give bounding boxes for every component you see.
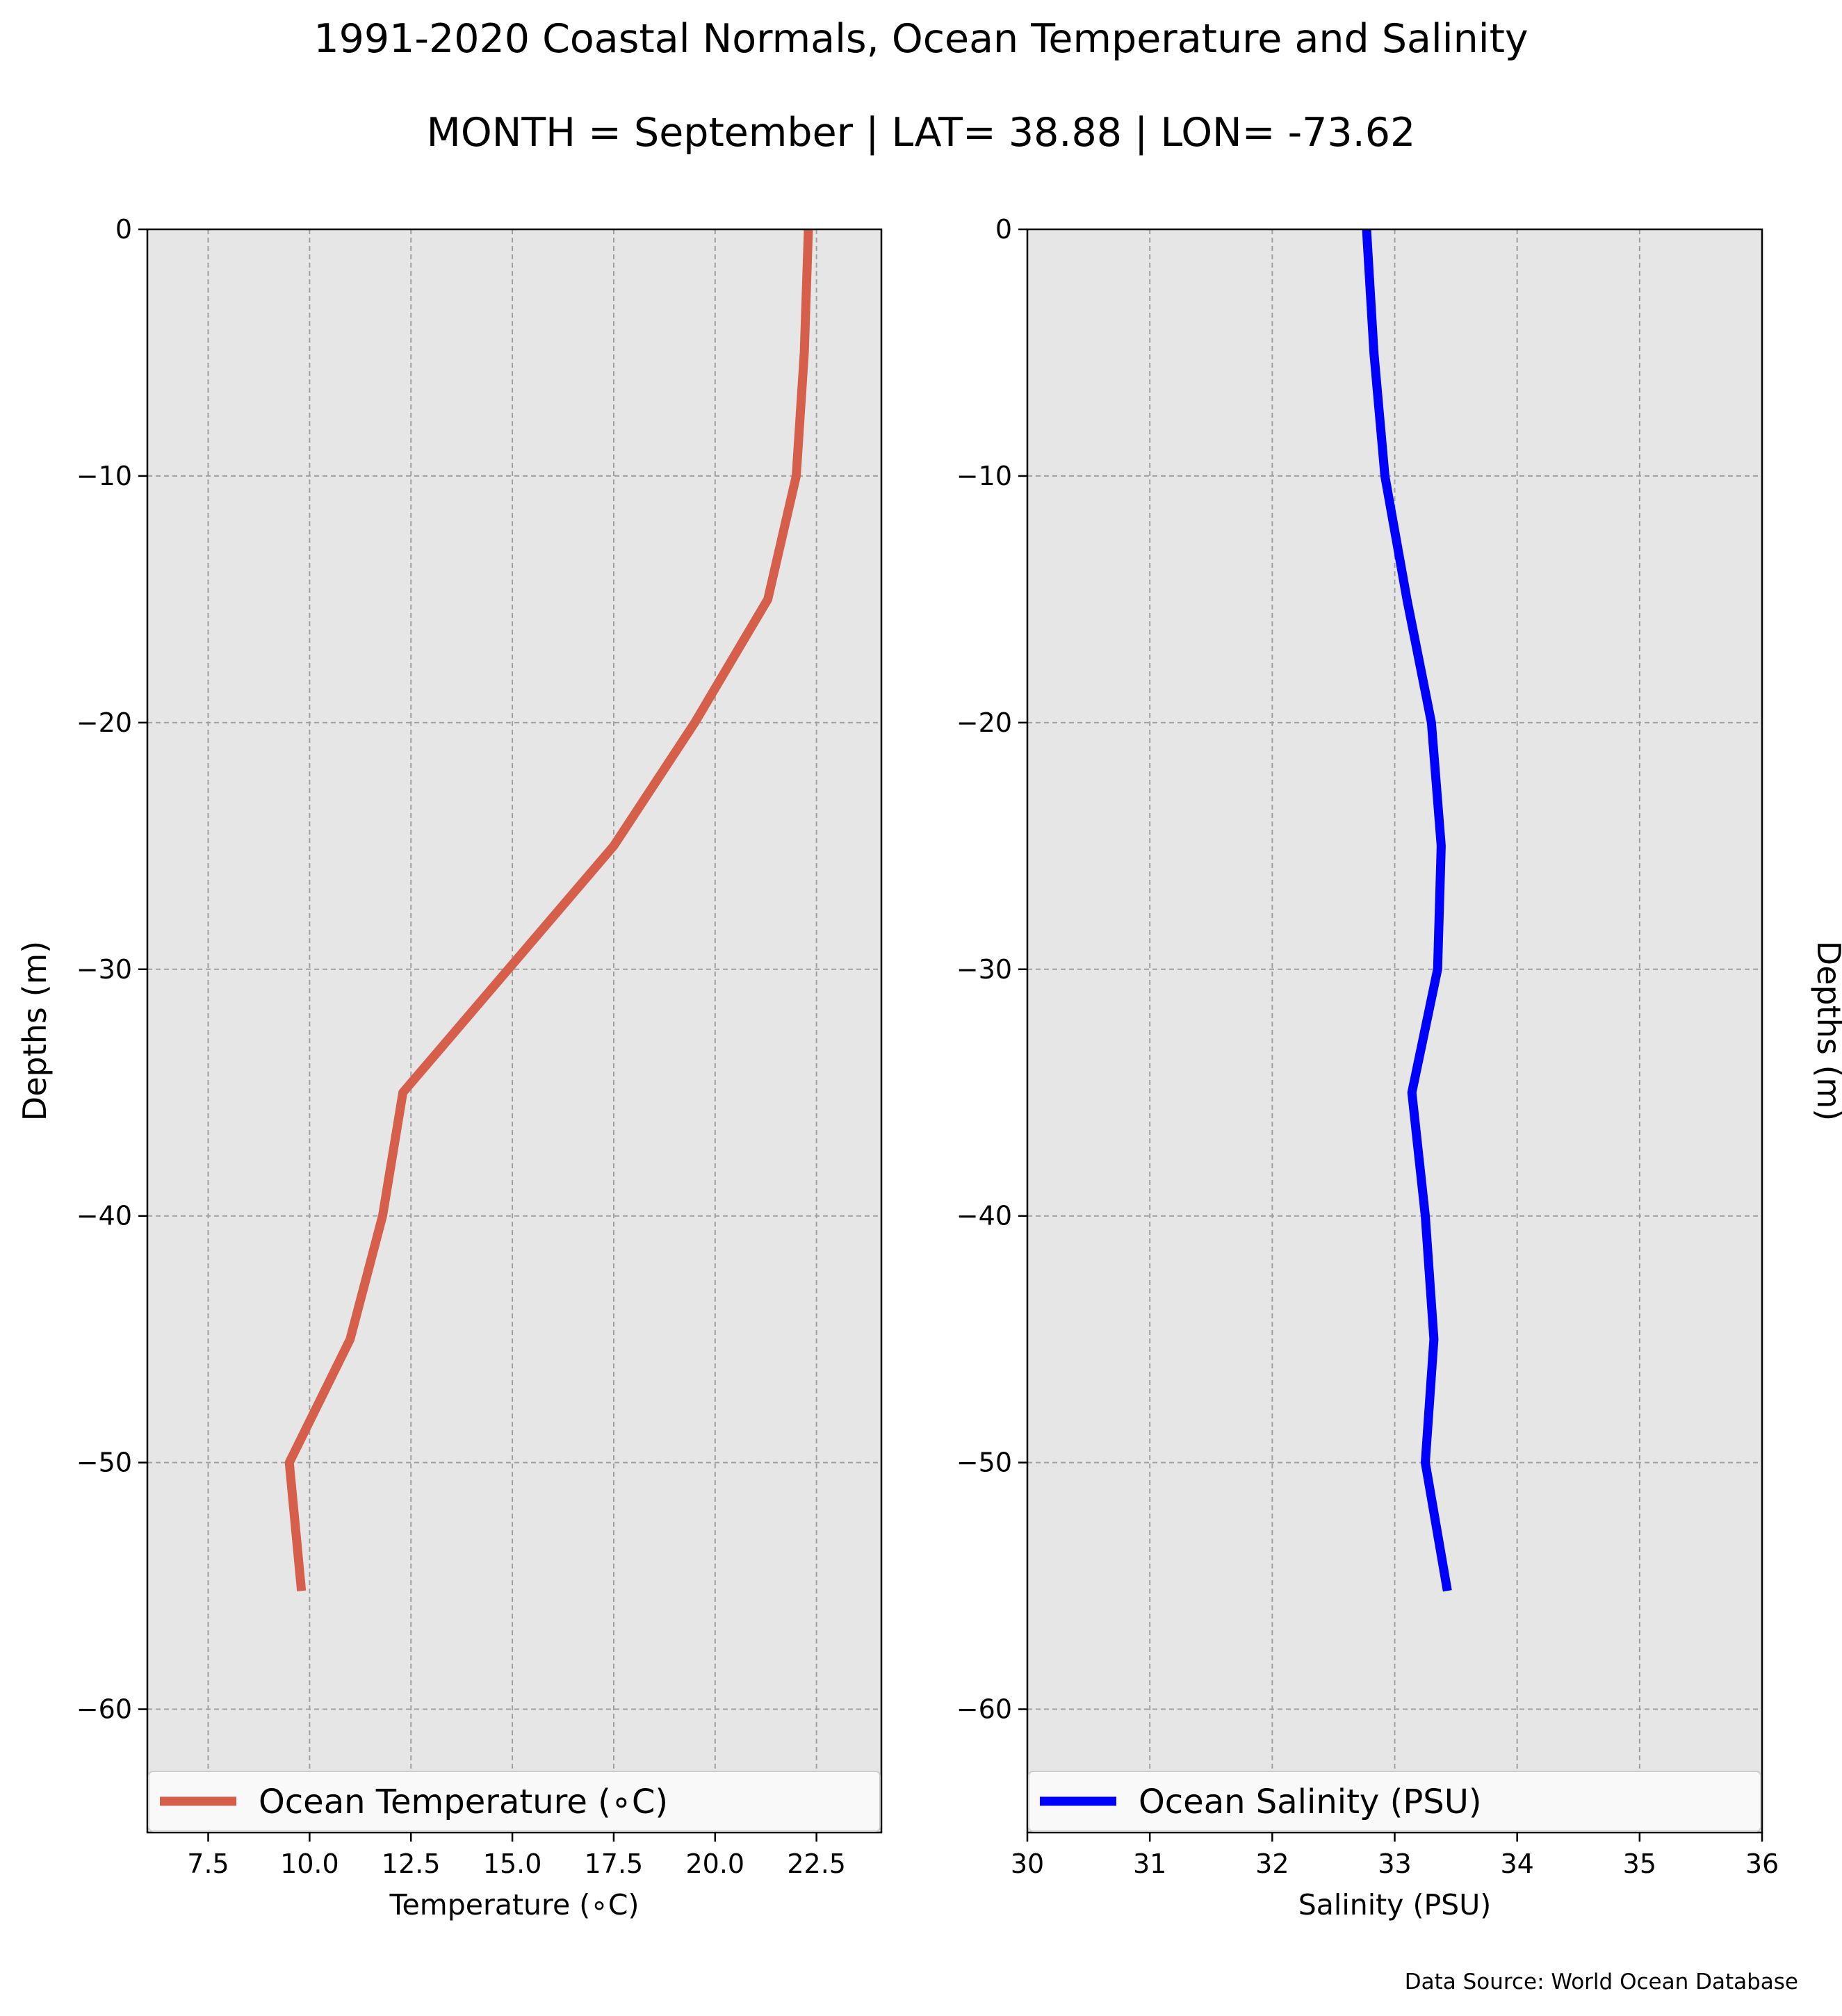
salinity-y-axis-label: Depths (m)	[1810, 941, 1842, 1121]
temperature-x-axis-label: Temperature (∘C)	[389, 1888, 639, 1921]
salinity-legend-box	[1028, 1771, 1761, 1832]
temperature-ytick-label: −60	[76, 1694, 132, 1725]
salinity-ytick-label: 0	[995, 214, 1012, 245]
salinity-panel: 0 −10 −20 −30 −40 −50 −60 30 31 32 33 34 35 36 Salinit…	[956, 214, 1842, 1921]
salinity-xtick-label: 33	[1378, 1849, 1411, 1879]
salinity-xtick-label: 36	[1745, 1849, 1779, 1879]
salinity-legend: Ocean Salinity (PSU)	[1028, 1771, 1761, 1832]
salinity-legend-label: Ocean Salinity (PSU)	[1139, 1783, 1482, 1821]
salinity-xtick-label: 32	[1255, 1849, 1289, 1879]
temperature-xtick-label: 17.5	[585, 1849, 644, 1879]
temperature-axes-frame	[146, 228, 883, 1834]
temperature-ytick-label: −40	[76, 1201, 132, 1231]
salinity-ytick-label: −20	[956, 707, 1012, 738]
salinity-ytick-label: −50	[956, 1448, 1012, 1478]
salinity-ytick-label: −10	[956, 461, 1012, 491]
salinity-series-line	[1362, 229, 1452, 1592]
temperature-xtick-label: 22.5	[787, 1849, 846, 1879]
temperature-plot-area	[147, 229, 881, 1833]
temperature-legend-box	[148, 1771, 881, 1832]
temperature-xtick-label: 15.0	[483, 1849, 542, 1879]
temperature-xtick-label: 20.0	[685, 1849, 744, 1879]
figure-subtitle: MONTH = September | LAT= 38.88 | LON= -7…	[427, 110, 1416, 156]
salinity-xtick-label: 34	[1500, 1849, 1533, 1879]
temperature-y-axis-label: Depths (m)	[16, 941, 54, 1121]
temperature-ytick-label: −20	[76, 707, 132, 738]
temperature-ytick-label: −10	[76, 461, 132, 491]
temperature-ytick-label: −30	[76, 954, 132, 985]
temperature-xtick-label: 7.5	[187, 1849, 229, 1879]
temperature-ytick-label: 0	[115, 214, 132, 245]
salinity-ytick-label: −60	[956, 1694, 1012, 1725]
temperature-legend-label: Ocean Temperature (∘C)	[259, 1783, 668, 1821]
data-source-note: Data Source: World Ocean Database	[1405, 1969, 1798, 1994]
temperature-xtick-label: 10.0	[280, 1849, 339, 1879]
temperature-xtick-label: 12.5	[382, 1849, 441, 1879]
salinity-xtick-label: 30	[1011, 1849, 1044, 1879]
salinity-xtick-label: 35	[1623, 1849, 1656, 1879]
salinity-xtick-label: 31	[1133, 1849, 1166, 1879]
temperature-series-line	[284, 229, 813, 1591]
temperature-legend: Ocean Temperature (∘C)	[148, 1771, 881, 1832]
salinity-ytick-label: −30	[956, 954, 1012, 985]
temperature-panel: 0 −10 −20 −30 −40 −50 −60 7.5 10.0 12.5 15.0 17.5 20…	[16, 214, 883, 1921]
figure-title: 1991-2020 Coastal Normals, Ocean Tempera…	[313, 16, 1528, 62]
salinity-ytick-label: −40	[956, 1201, 1012, 1231]
salinity-x-axis-label: Salinity (PSU)	[1298, 1888, 1491, 1921]
temperature-ytick-label: −50	[76, 1448, 132, 1478]
